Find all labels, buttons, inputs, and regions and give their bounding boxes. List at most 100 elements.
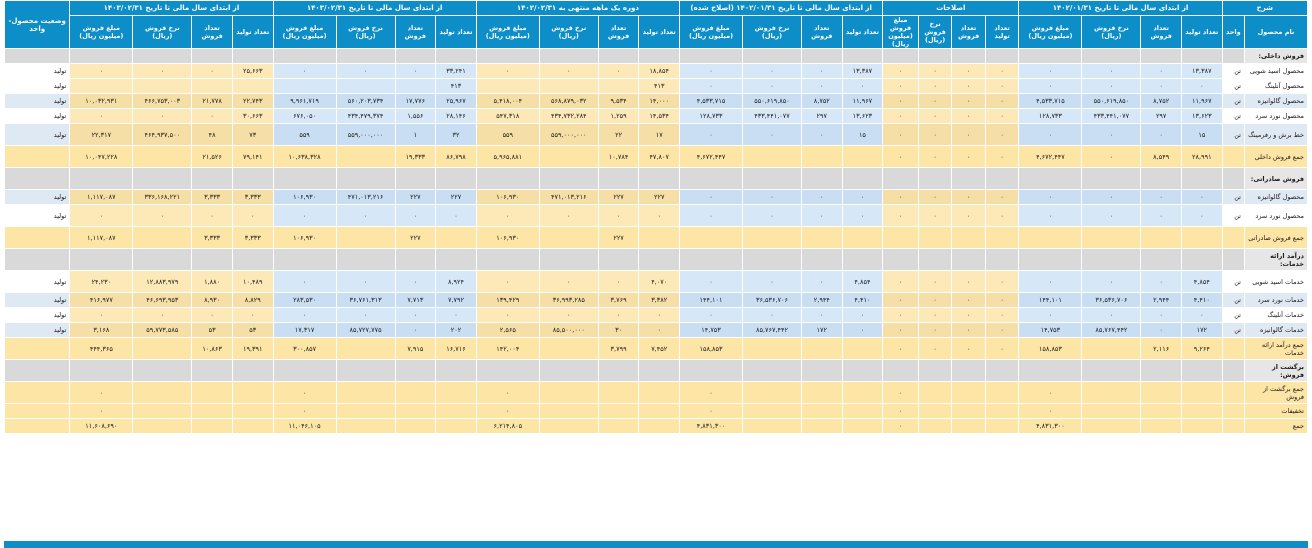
value-cell bbox=[841, 145, 884, 168]
value-cell: ۰ bbox=[882, 123, 919, 146]
value-cell bbox=[597, 403, 640, 419]
value-cell: ۰ bbox=[538, 270, 599, 293]
value-cell bbox=[742, 381, 802, 404]
value-cell: ۰ bbox=[475, 204, 540, 227]
value-cell: ۶,۲۱۴,۸۰۵ bbox=[475, 418, 540, 434]
header-qty-sale: تعداد فروش bbox=[394, 15, 437, 49]
value-cell: ۳,۳۳۳ bbox=[191, 189, 233, 205]
value-cell bbox=[132, 381, 193, 404]
header-amount: مبلغ فروش (میلیون ریال) bbox=[475, 15, 540, 49]
header-qty-production: تعداد تولید bbox=[984, 15, 1020, 49]
row-label: درآمد ارائه خدمات: bbox=[1244, 248, 1308, 271]
value-cell: ۰ bbox=[335, 204, 396, 227]
header-desc: شرح bbox=[1221, 0, 1309, 16]
value-cell: ۲۲۷ bbox=[394, 189, 437, 205]
value-cell: ۰ bbox=[1018, 403, 1083, 419]
section-row: فروش داخلی: bbox=[3, 48, 1308, 64]
empty-cell bbox=[841, 359, 884, 382]
value-cell: ۱۳,۳۸۷ bbox=[841, 63, 884, 79]
value-cell: ۱۷,۳۱۷ bbox=[272, 322, 337, 338]
value-cell bbox=[841, 381, 884, 404]
value-cell: ۱۱,۹۶۷ bbox=[1181, 93, 1223, 109]
value-cell: ۰ bbox=[841, 189, 884, 205]
value-cell bbox=[1140, 226, 1182, 249]
header-period-adjusted: از ابتدای سال مالی تا تاریخ ۱۴۰۲/۰۱/۳۱ (… bbox=[679, 0, 884, 16]
empty-cell bbox=[841, 248, 884, 271]
empty-cell bbox=[191, 359, 233, 382]
value-cell: ۵۳ bbox=[191, 322, 233, 338]
row-label: محصول گالوانیزه bbox=[1244, 189, 1308, 205]
empty-cell bbox=[1181, 248, 1223, 271]
value-cell: ۱۷۲ bbox=[800, 322, 843, 338]
value-cell: ۵۵۹ bbox=[272, 123, 337, 146]
value-cell bbox=[335, 337, 396, 360]
value-cell: ۳,۱۶۸ bbox=[69, 322, 134, 338]
value-cell: ۴,۰۷۰ bbox=[638, 270, 681, 293]
empty-cell bbox=[231, 248, 274, 271]
empty-cell bbox=[742, 48, 802, 64]
value-cell: ۰ bbox=[1081, 270, 1142, 293]
value-cell bbox=[538, 226, 599, 249]
value-cell: ۲۰۲ bbox=[435, 322, 477, 338]
table-row: محصول گالوانیزه تن ۱۱,۹۶۷ ۸,۷۵۲ ۵۵۰,۶۱۹,۸۵۰ ۴… bbox=[3, 93, 1308, 109]
row-unit bbox=[1221, 418, 1246, 434]
value-cell: ۱۷۲ bbox=[1181, 322, 1223, 338]
value-cell: ۰ bbox=[841, 322, 884, 338]
value-cell: ۰ bbox=[951, 78, 986, 94]
empty-cell bbox=[638, 359, 681, 382]
value-cell bbox=[984, 226, 1020, 249]
value-cell: ۳۳,۲۴۱ bbox=[435, 63, 477, 79]
status-cell: تولید bbox=[3, 292, 71, 308]
header-qty-sale: تعداد فروش bbox=[597, 15, 640, 49]
value-cell: ۱۵۸,۸۵۳ bbox=[1018, 337, 1083, 360]
value-cell: ۲۱,۷۷۸ bbox=[191, 93, 233, 109]
value-cell: ۰ bbox=[984, 63, 1020, 79]
value-cell bbox=[394, 403, 437, 419]
value-cell: ۶۷۶,۰۵۰ bbox=[272, 108, 337, 124]
value-cell bbox=[951, 418, 986, 434]
value-cell: ۱۰۶,۹۳۰ bbox=[272, 189, 337, 205]
value-cell: ۰ bbox=[882, 145, 919, 168]
empty-cell bbox=[69, 359, 134, 382]
table-row: خط برش و رفرمینگ تن ۱۵ ۰ ۰ ۰ ۰ ۰ ۰ ۰ ۱۵ ۰ ۰ ۰ ۱۷ ۲۲ ۵۵۹,… bbox=[3, 123, 1308, 146]
value-cell: ۲۵,۹۶۷ bbox=[435, 93, 477, 109]
value-cell bbox=[742, 226, 802, 249]
value-cell bbox=[800, 381, 843, 404]
value-cell: ۰ bbox=[1018, 78, 1083, 94]
value-cell: ۰ bbox=[1181, 78, 1223, 94]
value-cell: ۲۲۷ bbox=[597, 189, 640, 205]
header-qty-sale: تعداد فروش bbox=[1140, 15, 1182, 49]
value-cell bbox=[597, 381, 640, 404]
row-unit bbox=[1221, 145, 1246, 168]
status-cell bbox=[3, 145, 71, 168]
value-cell bbox=[132, 337, 193, 360]
value-cell: ۰ bbox=[984, 93, 1020, 109]
empty-cell bbox=[679, 359, 744, 382]
value-cell: ۳,۷۶۹ bbox=[597, 292, 640, 308]
value-cell: ۰ bbox=[69, 204, 134, 227]
value-cell: ۰ bbox=[638, 307, 681, 323]
value-cell: ۰ bbox=[1140, 270, 1182, 293]
value-cell: ۳,۷۹۹ bbox=[597, 337, 640, 360]
value-cell: ۰ bbox=[951, 63, 986, 79]
value-cell bbox=[638, 226, 681, 249]
value-cell: ۳۶,۹۹۳,۲۸۵ bbox=[538, 292, 599, 308]
row-label: جمع bbox=[1244, 418, 1308, 434]
value-cell: ۰ bbox=[69, 307, 134, 323]
value-cell: ۰ bbox=[1140, 63, 1182, 79]
table-row: محصول اسید شویی تن ۱۳,۳۸۷ ۰ ۰ ۰ ۰ ۰ ۰ ۰ ۱۳,۳۸۷ ۰ ۰ ۰ ۱… bbox=[3, 63, 1308, 79]
value-cell: ۲۲,۳۱۷ bbox=[69, 123, 134, 146]
value-cell: ۴,۸۳۱,۳۰۰ bbox=[679, 418, 744, 434]
value-cell bbox=[335, 381, 396, 404]
value-cell: ۰ bbox=[742, 78, 802, 94]
value-cell bbox=[841, 337, 884, 360]
row-label: فروش داخلی: bbox=[1244, 48, 1308, 64]
value-cell: ۴۱۶,۹۷۷ bbox=[69, 292, 134, 308]
value-cell: ۰ bbox=[69, 381, 134, 404]
empty-cell bbox=[435, 167, 477, 190]
row-label: تخفیفات bbox=[1244, 403, 1308, 419]
value-cell: ۲۲۷ bbox=[394, 226, 437, 249]
value-cell: ۰ bbox=[597, 270, 640, 293]
header-adjustments: اصلاحات bbox=[882, 0, 1020, 16]
value-cell: ۰ bbox=[69, 108, 134, 124]
